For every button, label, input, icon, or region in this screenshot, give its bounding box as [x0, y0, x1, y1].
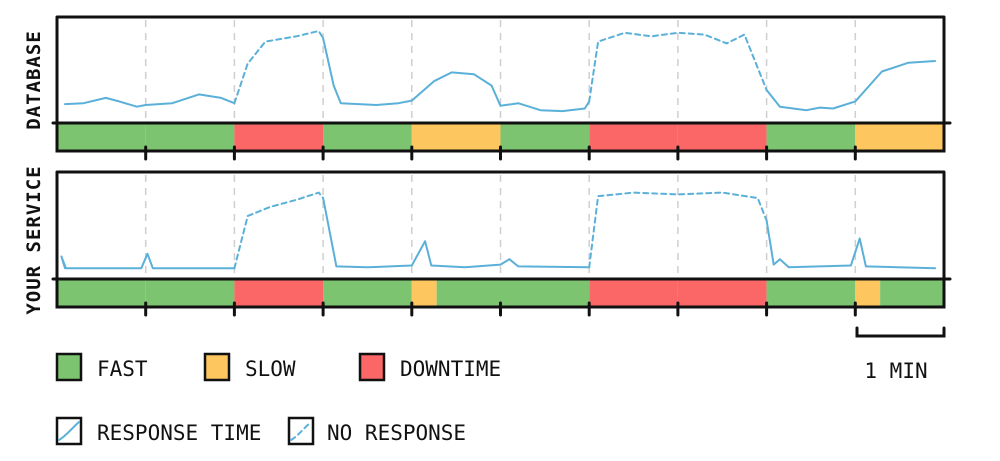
legend-no-response: NO RESPONSE [327, 421, 466, 445]
no-response-line [588, 191, 768, 269]
status-segment-slow [855, 279, 881, 307]
your-service-label: YOUR SERVICE [23, 165, 45, 314]
status-segment-fast [880, 279, 944, 307]
legend-status: FAST SLOW DOWNTIME [55, 352, 501, 382]
status-segment-fast [323, 279, 412, 307]
status-segment-fast [323, 123, 412, 151]
your-service-response-lines [60, 191, 937, 270]
response-time-swatch-line [58, 421, 80, 441]
status-segment-slow [855, 123, 944, 151]
downtime-swatch [358, 352, 386, 382]
status-segment-fast [500, 123, 590, 151]
legend-lines: RESPONSE TIME NO RESPONSE [55, 416, 466, 446]
your-service-status-strip [57, 279, 944, 307]
status-segment-fast [500, 279, 590, 307]
no-response-line [233, 29, 325, 105]
response-time-line [64, 93, 236, 108]
no-response-line [233, 191, 325, 270]
your-service-gridlines [144, 175, 857, 277]
legend-downtime: DOWNTIME [400, 357, 501, 381]
response-time-line [60, 252, 236, 270]
status-segment-fast [766, 123, 856, 151]
status-segment-downtime [589, 123, 678, 151]
database-response-lines [64, 29, 937, 113]
database-label: DATABASE [23, 30, 45, 130]
legend-slow: SLOW [245, 357, 296, 381]
status-segment-slow [411, 279, 437, 307]
response-time-line [322, 37, 591, 113]
scale-label: 1 MIN [864, 359, 927, 383]
no-response-swatch-line [290, 421, 312, 441]
database-chart-frame [55, 15, 946, 125]
legend-fast: FAST [97, 357, 148, 381]
response-time-line [765, 60, 937, 112]
scale-bracket [855, 326, 946, 338]
your-service-panel: YOUR SERVICE [23, 165, 952, 317]
database-panel: DATABASE [23, 15, 952, 161]
status-segment-downtime [234, 123, 324, 151]
status-segment-downtime [677, 279, 767, 307]
fast-swatch [55, 352, 83, 382]
response-time-line [322, 197, 591, 269]
status-segment-fast [145, 279, 235, 307]
database-time-ticks [51, 121, 952, 161]
status-segment-downtime [677, 123, 767, 151]
database-status-strip [57, 123, 944, 151]
response-time-line [765, 219, 937, 270]
slow-swatch [203, 352, 231, 382]
status-segment-fast [766, 279, 856, 307]
status-segment-downtime [234, 279, 324, 307]
status-segment-fast [57, 123, 146, 151]
status-segment-slow [411, 123, 501, 151]
status-segment-downtime [589, 279, 678, 307]
status-segment-fast [145, 123, 235, 151]
your-service-time-ticks [51, 277, 952, 317]
status-segment-fast [57, 279, 146, 307]
legend-response-time: RESPONSE TIME [97, 421, 261, 445]
status-segment-fast [436, 279, 501, 307]
time-scale: 1 MIN [855, 326, 946, 383]
